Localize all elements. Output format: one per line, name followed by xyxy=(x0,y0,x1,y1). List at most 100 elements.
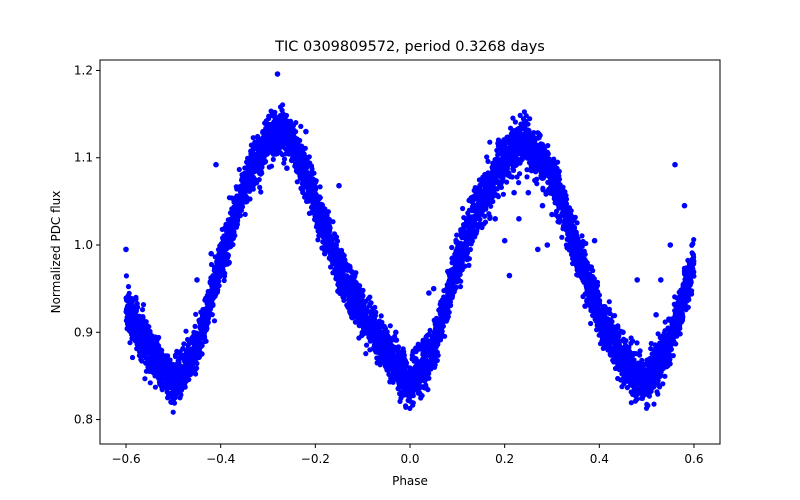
data-point xyxy=(579,233,585,239)
data-point xyxy=(372,304,378,310)
data-point xyxy=(152,384,158,390)
data-point xyxy=(321,246,327,252)
data-point xyxy=(460,205,466,212)
data-point xyxy=(431,340,437,346)
data-point xyxy=(637,352,643,358)
data-point xyxy=(485,158,491,164)
data-point xyxy=(662,328,668,334)
data-point xyxy=(477,221,483,227)
data-point xyxy=(374,360,380,366)
data-point xyxy=(630,338,636,344)
data-point xyxy=(192,323,198,329)
data-point xyxy=(495,137,502,143)
data-point xyxy=(398,395,404,401)
data-point xyxy=(294,179,300,185)
data-point xyxy=(621,381,627,387)
data-point xyxy=(258,189,264,195)
data-point xyxy=(482,213,488,219)
data-point xyxy=(154,337,160,343)
data-point xyxy=(331,231,338,237)
data-point xyxy=(461,215,467,221)
data-point xyxy=(139,358,145,364)
data-point xyxy=(266,164,272,170)
data-point xyxy=(500,191,506,197)
data-point xyxy=(642,387,648,394)
data-point xyxy=(532,177,538,183)
data-point xyxy=(208,261,215,268)
data-point xyxy=(281,156,288,162)
data-point xyxy=(504,179,510,185)
data-point xyxy=(378,313,384,319)
data-point xyxy=(590,268,596,274)
data-point xyxy=(410,402,416,408)
data-point xyxy=(447,299,453,305)
data-point xyxy=(683,307,689,313)
data-point xyxy=(472,185,478,191)
data-point xyxy=(334,238,341,244)
data-point xyxy=(655,391,661,397)
data-point xyxy=(457,284,464,290)
data-point xyxy=(690,252,697,258)
data-point xyxy=(648,346,654,352)
data-point xyxy=(125,321,131,327)
data-point xyxy=(367,294,373,300)
data-point xyxy=(517,112,523,118)
data-point xyxy=(606,299,612,305)
data-point xyxy=(691,237,697,243)
data-point xyxy=(594,327,600,333)
data-point xyxy=(632,398,639,404)
data-point xyxy=(437,301,443,307)
data-point xyxy=(645,403,651,409)
data-point xyxy=(300,189,306,196)
data-point xyxy=(512,119,519,125)
data-point xyxy=(524,174,530,180)
data-point xyxy=(308,163,315,169)
data-point xyxy=(665,332,671,338)
data-point xyxy=(464,247,470,253)
data-point xyxy=(123,273,129,279)
data-point xyxy=(662,373,668,379)
data-point xyxy=(298,123,304,129)
data-point xyxy=(516,180,522,186)
data-point xyxy=(353,270,359,276)
data-point xyxy=(389,358,395,364)
data-point xyxy=(211,318,218,324)
data-point xyxy=(634,340,640,346)
data-point xyxy=(660,381,666,387)
data-point xyxy=(387,379,393,385)
data-point xyxy=(545,143,551,149)
data-point xyxy=(387,323,393,329)
data-point xyxy=(466,262,472,268)
data-point xyxy=(690,241,696,247)
data-point xyxy=(503,168,509,174)
data-point xyxy=(509,174,515,180)
data-point xyxy=(250,135,256,141)
chart-title: TIC 0309809572, period 0.3268 days xyxy=(274,39,545,55)
data-point xyxy=(181,341,187,347)
data-points xyxy=(123,71,697,415)
data-point xyxy=(540,185,546,191)
data-point xyxy=(427,327,433,333)
data-point xyxy=(170,409,176,415)
data-point xyxy=(315,237,321,243)
data-point xyxy=(449,244,455,251)
data-point xyxy=(178,392,184,398)
data-point xyxy=(601,314,607,320)
data-point xyxy=(129,354,136,361)
data-point xyxy=(527,116,533,122)
data-point xyxy=(590,312,596,318)
data-point xyxy=(147,380,153,386)
data-point xyxy=(403,404,409,410)
data-point xyxy=(648,340,654,347)
data-point xyxy=(363,351,369,357)
data-point xyxy=(125,284,132,290)
data-point xyxy=(624,373,630,379)
data-point xyxy=(523,119,529,126)
data-point xyxy=(236,209,242,215)
data-point xyxy=(510,115,516,121)
data-point xyxy=(454,232,460,238)
data-point xyxy=(484,154,490,160)
data-point xyxy=(236,166,242,173)
data-point xyxy=(628,400,634,406)
